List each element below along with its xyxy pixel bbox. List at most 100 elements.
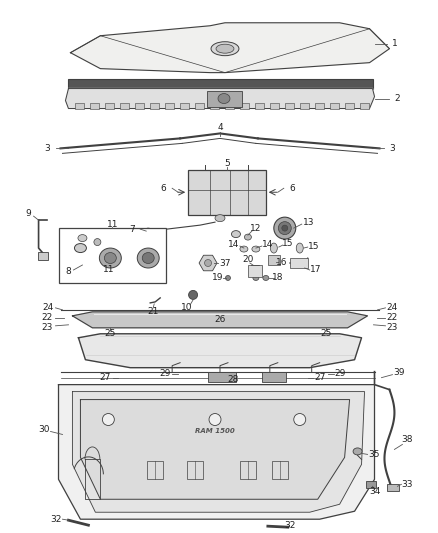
Ellipse shape xyxy=(296,243,303,253)
Bar xyxy=(268,255,280,265)
Bar xyxy=(272,462,288,479)
Text: 30: 30 xyxy=(38,425,49,434)
Bar xyxy=(135,102,144,109)
Bar xyxy=(165,102,174,109)
Text: 14: 14 xyxy=(228,239,240,248)
Polygon shape xyxy=(59,385,374,519)
Polygon shape xyxy=(81,400,350,499)
Ellipse shape xyxy=(209,414,221,425)
Bar xyxy=(262,372,286,382)
Bar xyxy=(90,102,99,109)
Bar xyxy=(366,481,375,488)
Bar xyxy=(300,102,309,109)
Ellipse shape xyxy=(252,246,260,252)
Text: 10: 10 xyxy=(181,303,193,312)
Ellipse shape xyxy=(240,246,248,252)
Text: 14: 14 xyxy=(262,239,274,248)
Text: 19: 19 xyxy=(212,273,224,282)
Text: 3: 3 xyxy=(389,144,396,153)
Text: 29: 29 xyxy=(334,369,345,378)
Text: 16: 16 xyxy=(276,257,288,266)
Text: 39: 39 xyxy=(394,368,405,377)
Bar xyxy=(38,252,48,260)
Text: 12: 12 xyxy=(250,224,261,232)
Bar xyxy=(240,462,256,479)
Text: 37: 37 xyxy=(219,259,231,268)
Bar xyxy=(290,258,308,268)
Text: 27: 27 xyxy=(100,373,111,382)
Bar xyxy=(330,102,339,109)
Bar xyxy=(208,372,236,382)
Text: 24: 24 xyxy=(387,303,398,312)
Polygon shape xyxy=(66,88,374,109)
Text: 21: 21 xyxy=(148,308,159,317)
Text: 6: 6 xyxy=(160,184,166,193)
Text: 17: 17 xyxy=(310,265,321,274)
Bar xyxy=(285,102,294,109)
Text: 11: 11 xyxy=(106,220,118,229)
Bar xyxy=(388,484,399,491)
Bar xyxy=(187,462,203,479)
Text: 34: 34 xyxy=(369,487,380,496)
Text: 32: 32 xyxy=(50,515,61,524)
Polygon shape xyxy=(78,334,361,368)
Text: 15: 15 xyxy=(282,239,293,247)
Text: 3: 3 xyxy=(45,144,50,153)
Bar xyxy=(210,102,219,109)
Text: 15: 15 xyxy=(308,241,319,251)
Ellipse shape xyxy=(274,217,296,239)
FancyBboxPatch shape xyxy=(188,171,266,215)
Ellipse shape xyxy=(205,260,212,266)
Ellipse shape xyxy=(282,225,288,231)
Ellipse shape xyxy=(74,244,86,253)
Text: 18: 18 xyxy=(272,273,283,282)
Text: 22: 22 xyxy=(387,313,398,322)
Text: 23: 23 xyxy=(387,324,398,332)
Bar xyxy=(147,462,163,479)
Text: 22: 22 xyxy=(41,313,52,322)
Text: 9: 9 xyxy=(26,209,32,217)
Ellipse shape xyxy=(189,290,198,300)
Text: 27: 27 xyxy=(314,373,325,382)
Bar xyxy=(345,102,353,109)
Text: 29: 29 xyxy=(159,369,171,378)
Bar xyxy=(207,91,242,107)
Polygon shape xyxy=(199,255,217,271)
Bar xyxy=(248,265,262,277)
Text: 1: 1 xyxy=(392,39,397,48)
Text: 2: 2 xyxy=(395,94,400,103)
Ellipse shape xyxy=(99,248,121,268)
Text: 5: 5 xyxy=(224,159,230,168)
Text: 8: 8 xyxy=(66,268,71,277)
Bar xyxy=(195,102,204,109)
Ellipse shape xyxy=(144,228,152,234)
Ellipse shape xyxy=(218,94,230,103)
Bar xyxy=(360,102,368,109)
Bar xyxy=(270,102,279,109)
Text: 7: 7 xyxy=(129,224,135,233)
Text: 33: 33 xyxy=(402,480,413,489)
Ellipse shape xyxy=(102,414,114,425)
Text: 26: 26 xyxy=(214,316,226,324)
Bar xyxy=(68,78,372,88)
Text: 32: 32 xyxy=(284,521,296,530)
Bar xyxy=(106,102,114,109)
Text: 20: 20 xyxy=(242,255,254,263)
Ellipse shape xyxy=(253,276,259,280)
Bar xyxy=(180,102,189,109)
Ellipse shape xyxy=(211,42,239,55)
Ellipse shape xyxy=(263,276,269,280)
Bar xyxy=(240,102,249,109)
Ellipse shape xyxy=(104,253,117,263)
Bar xyxy=(314,102,324,109)
Text: 4: 4 xyxy=(217,123,223,132)
Text: 24: 24 xyxy=(42,303,53,312)
Polygon shape xyxy=(72,392,364,512)
Ellipse shape xyxy=(137,248,159,268)
Bar xyxy=(255,102,264,109)
Text: 6: 6 xyxy=(289,184,295,193)
Text: 25: 25 xyxy=(105,329,116,338)
Ellipse shape xyxy=(94,239,101,246)
Text: 38: 38 xyxy=(402,435,413,444)
Text: 35: 35 xyxy=(369,450,380,459)
